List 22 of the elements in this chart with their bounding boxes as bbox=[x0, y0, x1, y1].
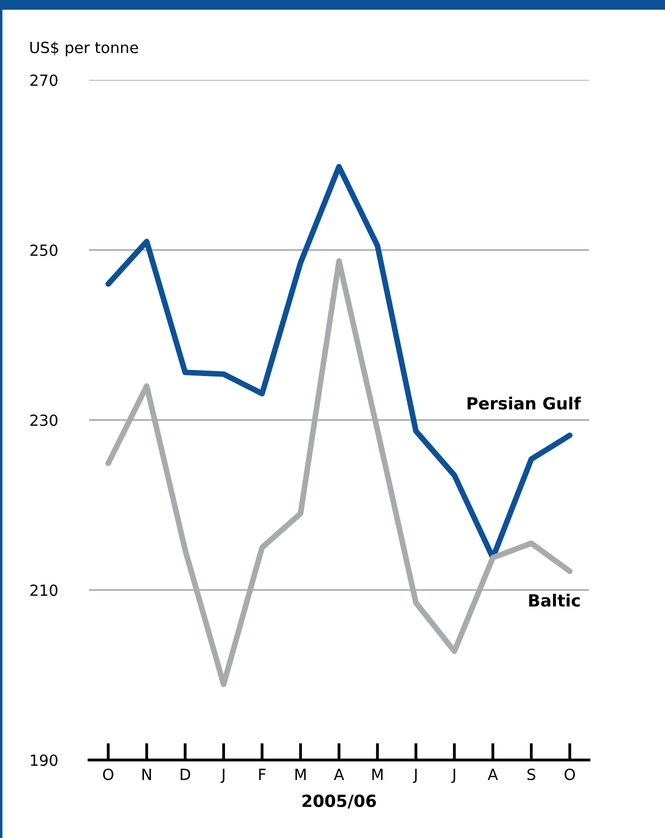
x-tick-label: M bbox=[295, 768, 306, 780]
y-axis-title: US$ per tonne bbox=[30, 41, 138, 56]
x-tick-label: S bbox=[527, 768, 536, 780]
x-tick-label: N bbox=[142, 768, 151, 780]
y-tick-label: 210 bbox=[30, 584, 58, 596]
x-tick-label: A bbox=[334, 768, 344, 780]
y-tick-label: 270 bbox=[30, 74, 58, 86]
x-tick-label: O bbox=[103, 768, 114, 780]
x-tick-label: F bbox=[259, 768, 266, 780]
x-tick-label: J bbox=[451, 768, 456, 783]
y-tick-label: 230 bbox=[30, 414, 58, 426]
x-tick-label: D bbox=[180, 768, 190, 780]
series-label: Persian Gulf bbox=[468, 396, 582, 410]
x-tick-label: A bbox=[488, 768, 498, 780]
x-axis-title: 2005/06 bbox=[302, 794, 376, 808]
series-label: Baltic bbox=[529, 594, 580, 607]
x-tick-label: O bbox=[564, 768, 575, 780]
y-tick-label: 190 bbox=[30, 754, 58, 766]
x-tick-label: J bbox=[220, 768, 224, 783]
x-tick-label: M bbox=[372, 768, 383, 780]
y-tick-label: 250 bbox=[30, 244, 58, 256]
x-tick-label: J bbox=[412, 768, 417, 783]
